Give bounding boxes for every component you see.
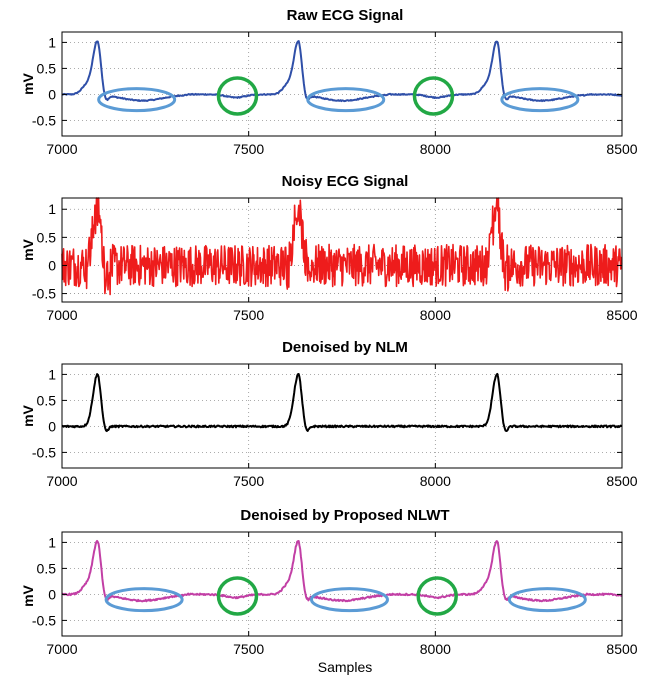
axes-frame bbox=[61, 363, 623, 469]
axes-frame bbox=[61, 31, 623, 137]
highlight-ellipse bbox=[500, 87, 580, 113]
x-tick-label: 8500 bbox=[606, 307, 637, 323]
axes-frame bbox=[61, 531, 623, 637]
y-tick-label: 0.5 bbox=[37, 60, 57, 76]
x-tick-label: 7500 bbox=[233, 641, 264, 657]
panel-nlm-ylabel: mV bbox=[20, 404, 36, 426]
x-tick-label: 8000 bbox=[420, 141, 451, 157]
highlight-ellipse bbox=[306, 87, 386, 113]
y-tick-label: 0.5 bbox=[37, 560, 57, 576]
plot-area bbox=[62, 32, 622, 136]
x-tick-label: 8000 bbox=[420, 307, 451, 323]
series-line-nlm bbox=[61, 372, 623, 433]
highlight-circle bbox=[416, 576, 458, 616]
panel-nlwt: Denoised by Proposed NLWT mV 7000 7500 800… bbox=[20, 507, 638, 675]
x-tick-label: 7500 bbox=[233, 473, 264, 489]
panel-nlwt-title: Denoised by Proposed NLWT bbox=[240, 507, 449, 524]
y-tick-label: 0 bbox=[48, 86, 56, 102]
x-tick-label: 7000 bbox=[46, 307, 77, 323]
y-tick-label: 1 bbox=[48, 366, 56, 382]
x-tick-label: 8500 bbox=[606, 473, 637, 489]
x-tick-label: 8500 bbox=[606, 641, 637, 657]
panel-raw-title: Raw ECG Signal bbox=[287, 7, 404, 24]
panel-nlm-title: Denoised by NLM bbox=[282, 339, 408, 356]
y-tick-label: 0.5 bbox=[37, 229, 57, 245]
panel-nlwt-plot: 7000 7500 8000 8500 1 0.5 0 -0.5 bbox=[32, 531, 638, 657]
y-tick-label: -0.5 bbox=[32, 286, 56, 302]
panel-noisy-plot: 7000 7500 8000 8500 1 0.5 0 -0.5 bbox=[32, 197, 638, 323]
y-tick-label: 0.5 bbox=[37, 392, 57, 408]
panel-noisy-title: Noisy ECG Signal bbox=[282, 173, 409, 190]
panel-raw-ylabel: mV bbox=[20, 72, 36, 94]
plot-area bbox=[62, 364, 622, 468]
highlight-circle bbox=[412, 76, 455, 116]
y-tick-label: 0 bbox=[48, 418, 56, 434]
y-tick-label: 1 bbox=[48, 534, 56, 550]
plot-area bbox=[62, 532, 622, 636]
x-tick-label: 7000 bbox=[46, 473, 77, 489]
x-tick-label: 7000 bbox=[46, 641, 77, 657]
x-tick-label: 8000 bbox=[420, 641, 451, 657]
highlight-circle bbox=[216, 576, 259, 616]
series-line-raw bbox=[61, 40, 623, 103]
x-tick-label: 8500 bbox=[606, 141, 637, 157]
x-tick-label: 7500 bbox=[233, 141, 264, 157]
panel-nlm-plot: 7000 7500 8000 8500 1 0.5 0 -0.5 bbox=[32, 363, 638, 489]
y-tick-label: 1 bbox=[48, 34, 56, 50]
panel-raw: Raw ECG Signal mV 7000 7500 8000 8500 1 0.5 0 -… bbox=[20, 7, 638, 157]
axes-frame bbox=[61, 197, 623, 303]
panel-nlm: Denoised by NLM mV 7000 7500 8000 8500 1 0.5 0… bbox=[20, 339, 638, 489]
panel-noisy: Noisy ECG Signal mV 7000 7500 8000 8500 1 0.5… bbox=[20, 173, 638, 323]
x-tick-label: 7500 bbox=[233, 307, 264, 323]
y-tick-label: -0.5 bbox=[32, 612, 56, 628]
y-tick-label: 0 bbox=[48, 586, 56, 602]
panel-nlwt-xlabel: Samples bbox=[318, 659, 372, 675]
x-tick-label: 7000 bbox=[46, 141, 77, 157]
x-tick-label: 8000 bbox=[420, 473, 451, 489]
panel-raw-plot: 7000 7500 8000 8500 1 0.5 0 -0.5 bbox=[32, 31, 638, 157]
highlight-ellipse bbox=[104, 587, 184, 613]
panel-noisy-ylabel: mV bbox=[20, 238, 36, 260]
panel-nlwt-ylabel: mV bbox=[20, 584, 36, 606]
highlight-circle bbox=[216, 76, 259, 116]
series-line-noisy bbox=[61, 197, 623, 296]
y-tick-label: 1 bbox=[48, 201, 56, 217]
y-tick-label: -0.5 bbox=[32, 112, 56, 128]
highlight-ellipse bbox=[97, 87, 177, 113]
series-line-nlwt bbox=[61, 539, 623, 603]
y-tick-label: 0 bbox=[48, 257, 56, 273]
highlight-ellipse bbox=[309, 587, 389, 613]
highlight-ellipse bbox=[507, 587, 587, 613]
y-tick-label: -0.5 bbox=[32, 444, 56, 460]
